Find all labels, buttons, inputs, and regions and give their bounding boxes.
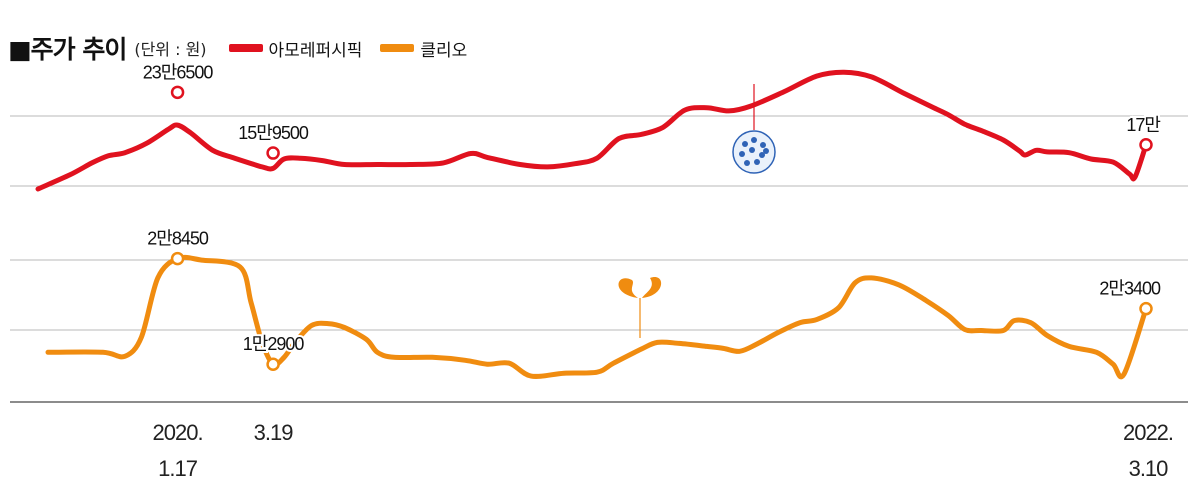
emblem-dot-4: [739, 151, 745, 157]
legend-item-clio: 클리오: [380, 36, 467, 61]
x-tick-label-1-2: 1.17: [158, 456, 198, 481]
x-tick-label-3-1: 2022.: [1123, 420, 1173, 445]
clio-sprout-leaf-right: [642, 277, 662, 298]
data-label-amore-3: 17만: [1126, 115, 1160, 135]
data-label-amore-2: 15만9500: [238, 123, 309, 143]
x-tick-label-3-2: 3.10: [1129, 456, 1169, 481]
clio-sprout-icon: [618, 278, 638, 298]
marker-amore-3: [1139, 138, 1153, 152]
emblem-dot-3: [760, 142, 766, 148]
emblem-dot-7: [744, 160, 750, 166]
data-label-amore-1: 23만6500: [143, 62, 214, 82]
emblem-dot-5: [749, 147, 755, 153]
chart-title: ■주가 추이: [8, 35, 127, 64]
legend-swatch-amore: [228, 44, 263, 52]
data-label-clio-1: 2만8450: [147, 229, 209, 249]
x-tick-label-1-1: 2020.: [153, 420, 203, 445]
data-label-clio-2: 1만2900: [243, 334, 305, 354]
emblem-dot-2: [751, 137, 757, 143]
marker-clio-3: [1139, 301, 1153, 316]
legend-item-amore: 아모레퍼시픽: [228, 36, 363, 61]
emblem-dot-8: [754, 159, 760, 165]
emblem-dot-9: [763, 148, 769, 154]
x-tick-label-2-1: 3.19: [254, 420, 294, 445]
emblem-dot-1: [742, 141, 748, 147]
legend-swatch-clio: [380, 44, 415, 52]
series-line-clio: [45, 254, 1149, 380]
legend-label-amore: 아모레퍼시픽: [268, 40, 363, 61]
marker-amore-1: [170, 85, 185, 100]
legend-label-clio: 클리오: [420, 40, 468, 61]
series-line-amore: [35, 69, 1149, 192]
data-label-clio-3: 2만3400: [1099, 279, 1161, 299]
marker-clio-2: [266, 357, 280, 371]
emblem-dot-6: [759, 152, 765, 158]
unit-label: (단위 : 원): [134, 40, 207, 59]
chart-header: ■주가 추이 (단위 : 원) 아모레퍼시픽 클리오: [8, 30, 485, 66]
marker-amore-2: [266, 146, 280, 160]
marker-clio-1: [170, 251, 185, 266]
